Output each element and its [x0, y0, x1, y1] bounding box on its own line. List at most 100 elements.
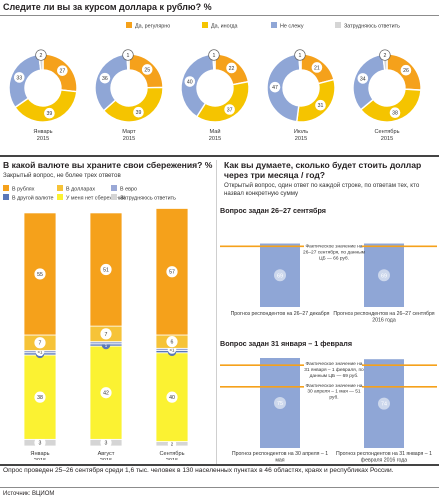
value-badge — [34, 337, 46, 349]
value-badge — [34, 391, 46, 403]
annotation-box — [304, 239, 362, 273]
value-label: 51 — [103, 267, 109, 273]
annotation-text: Фактическое значение на 30 апреля – 1 мая… — [306, 383, 363, 401]
legend-swatch — [111, 185, 117, 191]
legend-label: Да, регулярно — [135, 24, 170, 30]
value-label: 69 — [277, 273, 283, 279]
value-label: 26 — [403, 68, 409, 74]
value-label: 3 — [105, 441, 108, 447]
value-badge — [34, 437, 46, 449]
value-label: 40 — [187, 80, 193, 86]
value-badge — [294, 49, 306, 61]
value-badge — [100, 328, 112, 340]
bar-caption-year: 2015 — [166, 458, 178, 460]
pie-caption-year: 2015 — [37, 136, 49, 142]
value-label: 31 — [318, 103, 324, 109]
value-badge — [166, 391, 178, 403]
bar-caption: Прогноз респондентов на 31 января – 1 фев… — [336, 451, 432, 464]
value-label: 1 — [127, 53, 130, 59]
legend-swatch — [57, 194, 63, 200]
value-badge — [141, 64, 153, 75]
value-label: 6 — [171, 340, 174, 346]
value-badge — [34, 268, 46, 280]
bar-caption: Прогноз респондентов на 26–27 декабря — [231, 311, 330, 317]
source-label: Источник: ВЦИОМ — [3, 491, 55, 497]
value-label: 25 — [144, 67, 150, 73]
donut-slice — [295, 78, 336, 123]
legend-swatch — [111, 194, 117, 200]
donut-slice — [352, 53, 386, 111]
legend-label: Затрудняюсь ответить — [120, 196, 176, 202]
donut-slice — [195, 80, 250, 123]
pie-caption-year: 2015 — [209, 136, 221, 142]
pie-caption: Сентябрь — [374, 129, 399, 135]
value-badge — [99, 72, 111, 84]
value-label: 40 — [169, 395, 175, 401]
value-badge — [44, 107, 55, 119]
value-label: 39 — [47, 111, 53, 117]
value-label: 33 — [16, 75, 22, 81]
legend-label: Да, иногда — [211, 24, 238, 30]
value-label: 39 — [136, 110, 142, 116]
source-divider — [0, 487, 439, 488]
pie-caption-year: 2015 — [381, 136, 393, 142]
value-label: 42 — [103, 391, 109, 397]
value-label: 21 — [314, 65, 320, 71]
bar-caption: Сентябрь — [159, 451, 184, 457]
value-label: 2 — [171, 442, 174, 447]
value-label: 3 — [39, 441, 42, 447]
value-badge — [274, 269, 286, 282]
value-label: <1 — [169, 347, 175, 352]
value-label: 27 — [59, 69, 65, 75]
pie-caption: Январь — [33, 129, 52, 135]
value-label: 7 — [105, 332, 108, 338]
value-badge — [208, 49, 220, 61]
value-label: 2 — [383, 53, 386, 59]
value-badge — [357, 73, 369, 84]
bar-caption-year: 2015 — [34, 458, 46, 460]
section-divider — [0, 155, 439, 157]
value-badge — [122, 49, 134, 61]
savings-subtitle: Закрытый вопрос, не более трех ответов — [3, 172, 121, 179]
footer-divider — [0, 464, 439, 466]
value-badge — [378, 397, 390, 410]
value-badge — [379, 49, 391, 61]
value-badge — [224, 104, 235, 115]
legend-label: Затрудняюсь ответить — [344, 24, 400, 30]
pie-caption: Май — [210, 128, 221, 135]
value-badge — [378, 269, 390, 282]
value-label: 69 — [381, 273, 387, 279]
value-label: 22 — [229, 66, 235, 72]
annotation-text: Фактическое значение на 31 января – 1 фев… — [304, 361, 364, 379]
annotation-text: Фактическое значение на 26–27 сентября, п… — [303, 243, 365, 261]
annotation-box — [304, 359, 362, 382]
bar-caption: Август — [98, 451, 115, 457]
value-badge — [100, 387, 112, 399]
forecast-chart: Вопрос задан 26–27 сентября 69 Прогноз рес… — [220, 206, 437, 464]
value-badge — [100, 263, 112, 276]
annotation-box — [304, 380, 362, 397]
forecast-subtitle: Открытый вопрос, один ответ по каждой ст… — [224, 182, 420, 197]
pie-section-title: Следите ли вы за курсом доллара к рублю?… — [3, 2, 212, 12]
bar-caption: Прогноз респондентов на 30 апреля – 1 мая — [232, 451, 328, 464]
column-divider — [216, 160, 217, 465]
value-label: 74 — [381, 402, 387, 408]
value-label: 55 — [37, 272, 43, 278]
value-badge — [100, 437, 112, 449]
value-label: 1 — [299, 53, 302, 59]
pie-caption: Март — [122, 129, 136, 135]
value-badge — [400, 64, 412, 76]
value-label: 36 — [102, 76, 108, 82]
value-badge — [184, 76, 196, 87]
bar-caption-year: 2015 — [100, 458, 112, 460]
legend-swatch — [3, 185, 9, 191]
value-badge — [57, 65, 68, 76]
value-badge — [269, 81, 281, 93]
legend-swatch — [271, 22, 277, 28]
value-label: 1 — [213, 53, 216, 59]
pie-caption: Июль — [294, 129, 308, 135]
value-label: 57 — [169, 270, 175, 276]
pie-caption-year: 2015 — [295, 136, 307, 142]
legend-label: В евро — [120, 187, 137, 193]
group-title: Вопрос задан 31 января – 1 февраля — [220, 339, 352, 348]
